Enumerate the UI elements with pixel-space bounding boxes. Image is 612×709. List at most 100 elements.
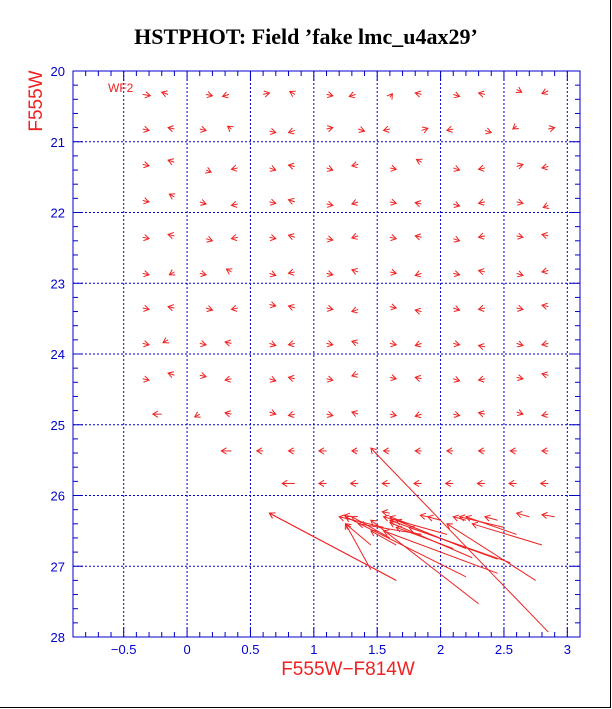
vector-arrow	[388, 521, 473, 559]
vector-arrow	[414, 200, 422, 208]
vector-arrowhead	[200, 270, 208, 278]
vector-arrowhead	[539, 479, 547, 488]
vector-arrow	[477, 90, 486, 98]
vector-shaft	[484, 129, 492, 134]
vector-arrow	[453, 411, 461, 418]
vector-arrow	[389, 164, 398, 172]
vector-arrow	[255, 447, 264, 455]
vector-arrowhead	[143, 340, 150, 348]
vector-shaft	[269, 130, 276, 134]
vector-shaft	[288, 271, 295, 274]
vector-shaft	[288, 199, 295, 203]
vector-shaft	[453, 272, 460, 276]
vector-arrow	[388, 515, 410, 525]
vector-arrowhead	[350, 339, 358, 347]
vector-arrowhead	[162, 337, 170, 344]
vector-arrowhead	[381, 479, 388, 488]
vector-arrow	[477, 375, 486, 383]
vector-shaft	[345, 523, 372, 546]
vector-shaft	[415, 342, 422, 346]
vector-arrow	[382, 447, 390, 455]
vector-arrow	[199, 270, 208, 278]
vector-arrow	[541, 447, 549, 455]
vector-arrow	[381, 479, 390, 488]
vector-shaft	[199, 201, 207, 205]
vector-arrowhead	[193, 411, 201, 418]
vector-arrow	[541, 302, 549, 310]
vector-arrow	[414, 233, 422, 241]
vector-shaft	[142, 272, 150, 276]
vector-arrowhead	[390, 411, 398, 418]
vector-arrow	[344, 523, 372, 546]
vector-arrow	[541, 340, 549, 348]
vector-arrowhead	[143, 304, 150, 312]
vector-arrowhead	[168, 193, 176, 200]
vector-shaft	[289, 91, 296, 95]
vector-arrowhead	[350, 371, 358, 378]
vector-arrowhead	[350, 306, 358, 314]
vector-arrowhead	[143, 270, 150, 278]
vector-arrow	[205, 91, 214, 99]
vector-arrow	[199, 125, 208, 133]
vector-arrowhead	[517, 340, 524, 348]
vector-arrowhead	[390, 374, 398, 382]
vector-arrowhead	[269, 340, 277, 348]
vector-arrow	[350, 371, 359, 378]
vector-arrow	[414, 340, 422, 348]
vector-arrowhead	[517, 198, 524, 206]
vector-arrowhead	[421, 126, 429, 134]
vector-shaft	[382, 511, 390, 514]
vector-arrow	[419, 512, 428, 520]
vector-arrow	[349, 479, 359, 488]
vector-shaft	[224, 378, 232, 381]
vector-arrow	[326, 200, 334, 208]
vector-shaft	[416, 159, 422, 163]
vector-arrow	[414, 447, 422, 455]
y-tick-label: 22	[51, 206, 65, 221]
vector-arrowhead	[287, 304, 295, 311]
panel-label: WF2	[108, 81, 134, 95]
vector-shaft	[344, 514, 352, 518]
vector-shaft	[370, 530, 397, 546]
vector-arrowhead	[167, 371, 175, 379]
vector-shaft	[383, 128, 390, 131]
vector-arrow	[477, 198, 486, 206]
vector-arrow	[326, 91, 334, 99]
vector-arrowhead	[517, 304, 524, 312]
vector-arrowhead	[419, 512, 427, 520]
vector-shaft	[541, 233, 549, 237]
vector-arrowhead	[388, 521, 396, 528]
vector-arrow	[224, 410, 232, 418]
vector-arrowhead	[517, 374, 524, 382]
vector-arrowhead	[370, 530, 377, 537]
vector-shaft	[226, 268, 232, 273]
vector-arrowhead	[388, 515, 396, 522]
vector-arrow	[224, 375, 232, 383]
x-tick-label: 1	[310, 642, 317, 657]
vector-arrowhead	[414, 307, 422, 315]
vector-shaft	[358, 128, 365, 132]
vector-shaft	[269, 512, 397, 581]
vector-arrow	[421, 126, 429, 134]
vector-arrow	[541, 411, 549, 418]
vector-arrow	[326, 340, 334, 348]
vector-arrowhead	[390, 303, 398, 311]
vector-arrowhead	[269, 165, 277, 172]
vector-arrow	[446, 523, 536, 581]
vector-shaft	[351, 308, 359, 313]
vector-arrowhead	[390, 234, 398, 242]
vector-arrowhead	[414, 270, 422, 278]
vector-arrow	[453, 340, 461, 348]
vector-shaft	[142, 307, 150, 310]
vector-arrowhead	[414, 374, 422, 382]
vector-arrowhead	[230, 304, 238, 312]
vector-arrow	[386, 92, 393, 100]
vector-arrowhead	[509, 447, 516, 455]
vector-shaft	[446, 523, 536, 581]
vector-shaft	[389, 167, 397, 170]
vector-arrowhead	[168, 269, 176, 276]
y-tick-label: 21	[51, 135, 65, 150]
vector-shaft	[326, 342, 333, 346]
vector-arrowhead	[541, 340, 548, 348]
vector-arrowhead	[351, 515, 358, 523]
